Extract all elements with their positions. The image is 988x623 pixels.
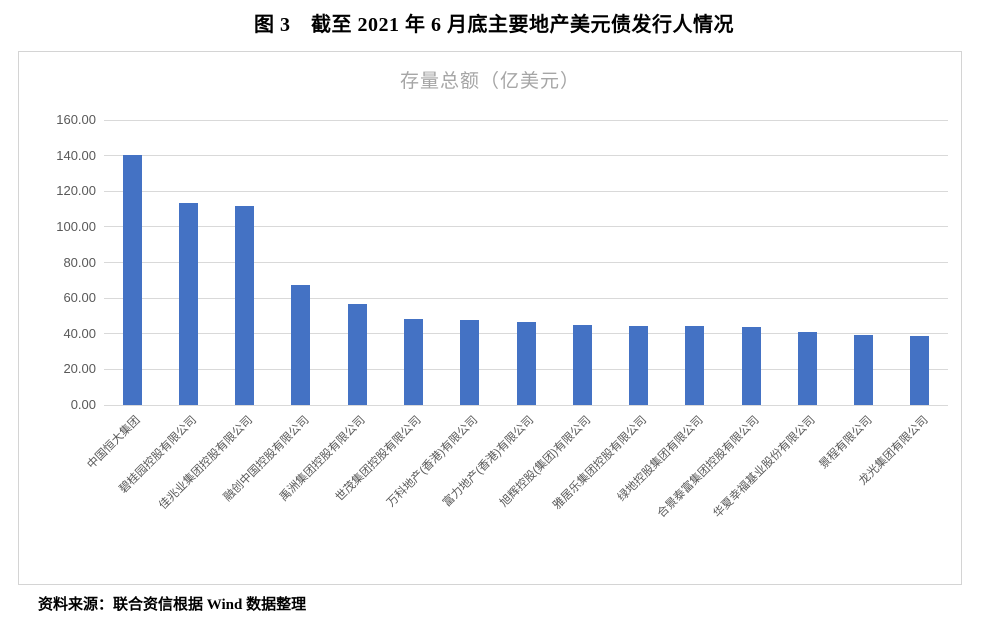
bar: [629, 325, 649, 405]
gridline: [104, 119, 948, 121]
bar: [178, 202, 198, 405]
bar: [460, 320, 480, 405]
plot-area: 0.00 20.00 40.00 60.00 80.00 100.00 120.00 140.…: [56, 112, 948, 520]
bar: [235, 206, 255, 405]
y-axis-tick-label: 40.00: [63, 325, 96, 341]
bar: [685, 325, 705, 405]
x-axis-category-label: 合景泰富集团控股有限公司: [655, 414, 762, 521]
y-axis-tick-label: 140.00: [56, 147, 96, 163]
y-axis-tick-label: 60.00: [63, 290, 96, 306]
x-axis-category-label: 佳兆业集团控股有限公司: [157, 414, 256, 513]
source-note: 资料来源：联合资信根据 Wind 数据整理: [38, 597, 307, 613]
gridline: [104, 155, 948, 157]
bar: [516, 322, 536, 405]
gridline: [104, 262, 948, 263]
bar: [572, 324, 592, 405]
figure-title: 图 3 截至 2021 年 6 月底主要地产美元债发行人情况: [254, 14, 734, 36]
x-axis-category-label: 中国恒大集团: [85, 414, 143, 472]
bar: [741, 326, 761, 405]
bar: [403, 318, 423, 405]
bar: [347, 304, 367, 405]
y-axis-tick-label: 80.00: [63, 254, 96, 270]
y-axis-tick-label: 120.00: [56, 183, 96, 199]
bar: [122, 154, 142, 405]
y-axis-tick-label: 100.00: [56, 218, 96, 234]
y-axis-tick-label: 160.00: [56, 112, 96, 127]
bar: [854, 334, 874, 405]
chart-frame: 存量总额（亿美元） 0.00 20.00 40.00 60.00 80.00 100.00…: [18, 51, 962, 585]
bar: [291, 284, 311, 405]
gridline: [104, 190, 948, 192]
x-axis-category-label: 景程有限公司: [816, 414, 875, 472]
chart-title: 存量总额（亿美元）: [399, 71, 580, 92]
gridline: [104, 404, 948, 406]
x-axis-category-label: 华夏幸福基业股份有限公司: [711, 414, 818, 521]
gridline: [104, 226, 948, 228]
gridline: [104, 297, 948, 299]
bar: [797, 331, 817, 405]
bar: [910, 336, 930, 405]
y-axis-tick-label: 0.00: [70, 397, 96, 412]
y-axis-tick-label: 20.00: [63, 361, 96, 377]
x-axis-category-label: 雅居乐集团控股有限公司: [551, 414, 650, 513]
